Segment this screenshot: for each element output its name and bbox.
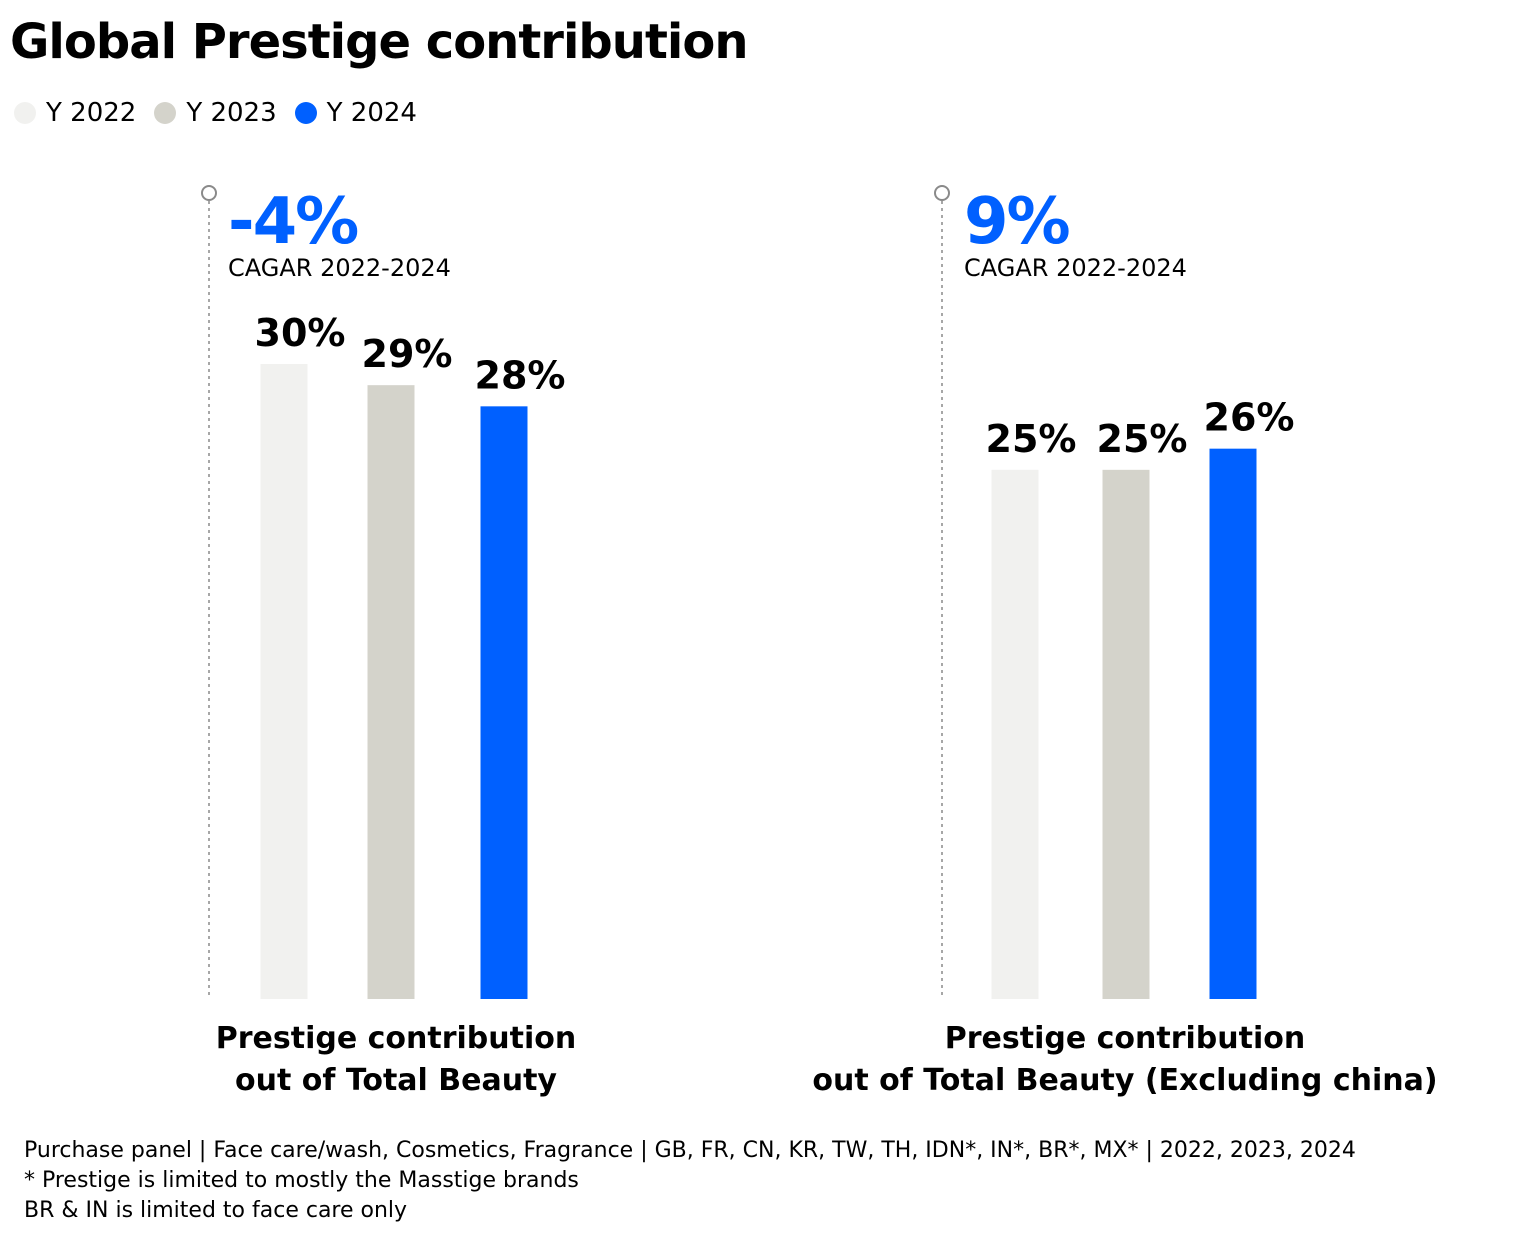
bar: [367, 385, 415, 1000]
footnote-source: Purchase panel | Face care/wash, Cosmeti…: [24, 1138, 1356, 1163]
data-label: 25%: [1097, 417, 1188, 461]
cagr-label: CAGAR 2022-2024: [228, 254, 451, 282]
bar: [991, 469, 1039, 999]
bar: [480, 406, 528, 999]
legend-swatch: [294, 102, 317, 124]
data-label: 29%: [362, 332, 453, 376]
x-axis-label: Prestige contribution: [216, 1021, 576, 1056]
cagr-label: CAGAR 2022-2024: [964, 254, 1187, 282]
legend-label: Y 2023: [186, 98, 277, 128]
x-axis-label: out of Total Beauty: [235, 1063, 557, 1098]
legend-item-2024: Y 2024: [294, 98, 417, 128]
legend-item-2022: Y 2022: [14, 98, 136, 128]
legend: Y 2022 Y 2023 Y 2024: [14, 98, 435, 128]
chart-title: Global Prestige contribution: [10, 14, 748, 70]
x-axis-label: out of Total Beauty (Excluding china): [812, 1063, 1437, 1098]
data-label: 25%: [986, 417, 1077, 461]
legend-item-2023: Y 2023: [154, 98, 277, 128]
legend-swatch: [14, 102, 36, 124]
axis-marker-circle: [934, 185, 950, 201]
data-label: 26%: [1204, 396, 1295, 440]
footnote-prestige: * Prestige is limited to mostly the Mass…: [24, 1168, 579, 1193]
data-label: 30%: [255, 311, 346, 355]
footnote-br-in: BR & IN is limited to face care only: [24, 1198, 408, 1223]
bar: [1209, 448, 1257, 1000]
legend-label: Y 2024: [326, 98, 417, 128]
cagr-value: -4%: [228, 185, 358, 259]
bar: [260, 364, 308, 999]
axis-marker-circle: [201, 185, 217, 201]
legend-swatch: [154, 102, 177, 124]
bar: [1102, 469, 1150, 999]
x-axis-label: Prestige contribution: [945, 1021, 1305, 1056]
data-label: 28%: [475, 353, 566, 397]
cagr-value: 9%: [964, 185, 1070, 259]
legend-label: Y 2022: [46, 98, 137, 128]
